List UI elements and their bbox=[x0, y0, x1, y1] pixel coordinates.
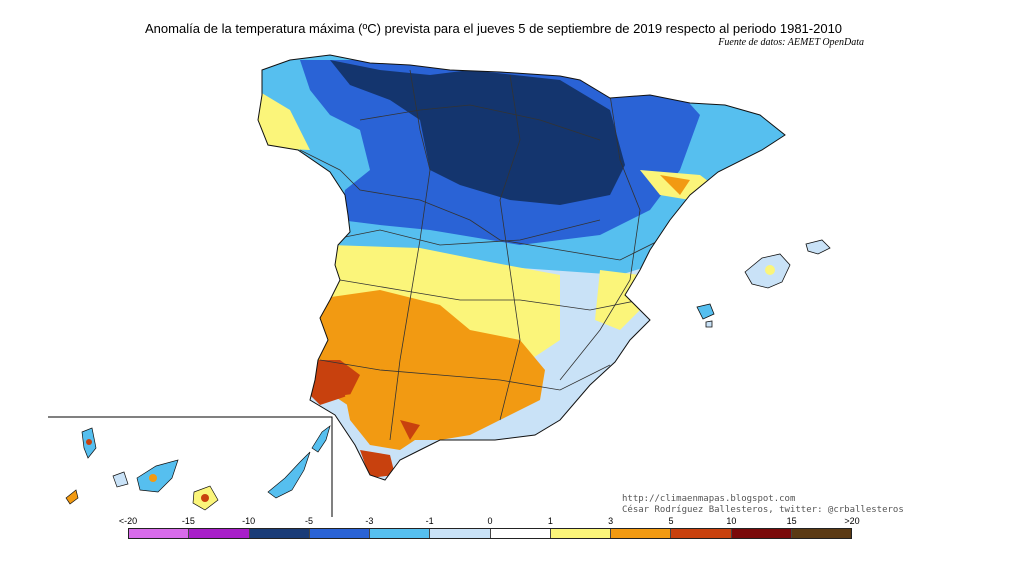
credits: http://climaenmapas.blogspot.com César R… bbox=[622, 494, 904, 516]
data-source: Fuente de datos: AEMET OpenData bbox=[718, 37, 864, 48]
legend-swatch bbox=[611, 529, 672, 538]
legend-tick-label: -3 bbox=[365, 516, 374, 526]
credits-author: César Rodríguez Ballesteros, twitter: @c… bbox=[622, 505, 904, 515]
legend-tick-label: >20 bbox=[844, 516, 860, 526]
legend-tick-label: 10 bbox=[726, 516, 737, 526]
legend-swatch bbox=[309, 529, 370, 538]
legend-bar bbox=[128, 528, 852, 539]
legend-swatch bbox=[430, 529, 491, 538]
legend-swatch bbox=[550, 529, 611, 538]
mainland-spain bbox=[258, 55, 785, 480]
legend-tick-label: 1 bbox=[547, 516, 553, 526]
canary-islands-inset bbox=[48, 416, 333, 517]
legend-labels: <-20 -15 -10 -5 -3 -1 0 1 3 5 10 15 >20 bbox=[119, 516, 860, 528]
legend-tick-label: -5 bbox=[304, 516, 314, 526]
legend-swatch bbox=[189, 529, 250, 538]
legend-tick-label: 3 bbox=[608, 516, 614, 526]
legend-tick-label: 0 bbox=[487, 516, 493, 526]
legend-swatch bbox=[671, 529, 732, 538]
legend-swatch bbox=[129, 529, 190, 538]
legend-swatch bbox=[731, 529, 792, 538]
legend-tick-label: -15 bbox=[181, 516, 195, 526]
balearic-islands bbox=[696, 239, 831, 328]
map-title: Anomalía de la temperatura máxima (ºC) p… bbox=[145, 21, 843, 36]
legend-tick-label: -10 bbox=[242, 516, 256, 526]
legend-swatch bbox=[249, 529, 310, 538]
coastline bbox=[257, 54, 786, 481]
region-borders bbox=[299, 69, 691, 441]
credits-url[interactable]: http://climaenmapas.blogspot.com bbox=[622, 494, 796, 504]
color-legend: <-20 -15 -10 -5 -3 -1 0 1 3 5 10 15 >20 bbox=[119, 516, 860, 542]
legend-tick-label: 5 bbox=[668, 516, 674, 526]
legend-tick-label: -1 bbox=[425, 516, 434, 526]
legend-swatch bbox=[370, 529, 431, 538]
legend-swatch bbox=[490, 529, 551, 538]
legend-tick-label: <-20 bbox=[118, 516, 138, 526]
legend-tick-label: 15 bbox=[786, 516, 797, 526]
legend-swatch bbox=[791, 529, 851, 538]
